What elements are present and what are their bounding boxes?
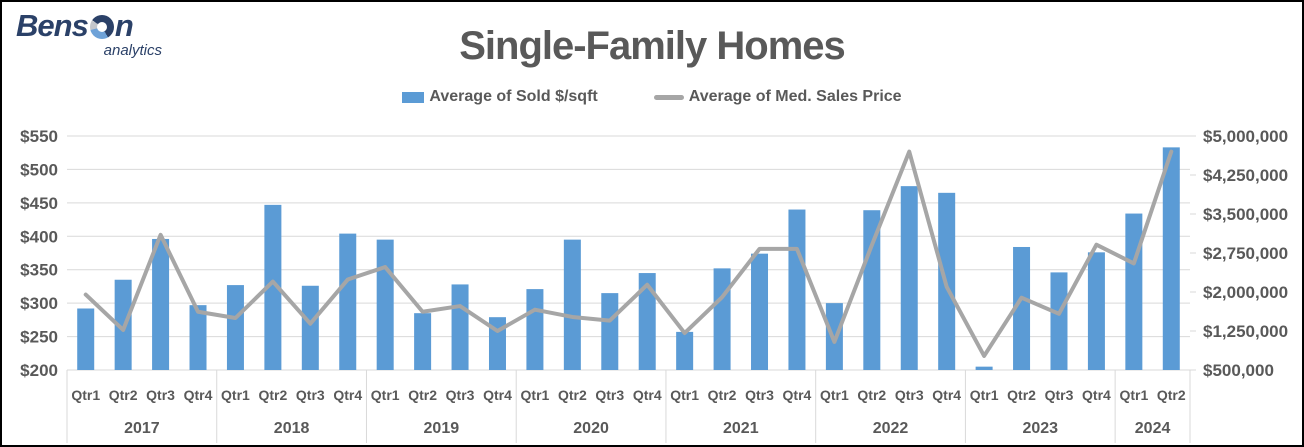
right-axis-tick: $4,250,000 <box>1203 166 1288 185</box>
quarter-label: Qtr4 <box>633 387 662 403</box>
quarter-label: Qtr4 <box>333 387 362 403</box>
legend-item-med-sales-price: Average of Med. Sales Price <box>653 88 902 106</box>
bar-2021-Qtr3 <box>751 253 769 370</box>
bar-2018-Qtr4 <box>339 233 357 370</box>
bar-2020-Qtr2 <box>563 239 581 370</box>
left-axis-tick: $550 <box>20 127 58 146</box>
bar-2020-Qtr1 <box>526 289 544 370</box>
right-axis-tick: $2,750,000 <box>1203 244 1288 263</box>
bar-2018-Qtr1 <box>226 285 244 370</box>
chart-legend: Average of Sold $/sqft Average of Med. S… <box>2 88 1302 106</box>
quarter-label: Qtr4 <box>783 387 812 403</box>
quarter-label: Qtr3 <box>446 387 475 403</box>
quarter-label: Qtr1 <box>970 387 999 403</box>
bar-series-swatch-icon <box>402 91 425 103</box>
year-label: 2017 <box>124 420 160 437</box>
right-axis-tick: $5,000,000 <box>1203 127 1288 146</box>
legend-label-sold-psf: Average of Sold $/sqft <box>429 88 598 105</box>
bar-2020-Qtr4 <box>638 273 656 370</box>
bar-2021-Qtr4 <box>788 209 806 370</box>
quarter-label: Qtr1 <box>221 387 250 403</box>
bar-2017-Qtr1 <box>77 308 95 370</box>
quarter-label: Qtr3 <box>296 387 325 403</box>
line-series-swatch-icon <box>653 94 684 100</box>
bar-2017-Qtr3 <box>152 238 170 370</box>
left-axis-tick: $300 <box>20 294 58 313</box>
quarter-label: Qtr2 <box>1157 387 1186 403</box>
bar-2019-Qtr3 <box>451 284 469 370</box>
left-axis-tick: $350 <box>20 261 58 280</box>
left-axis-tick: $400 <box>20 227 58 246</box>
bar-2021-Qtr2 <box>713 268 731 370</box>
quarter-label: Qtr1 <box>71 387 100 403</box>
quarter-label: Qtr4 <box>184 387 213 403</box>
benson-logo: Bens n analytics <box>16 10 166 59</box>
quarter-label: Qtr3 <box>745 387 774 403</box>
quarter-label: Qtr1 <box>820 387 849 403</box>
quarter-label: Qtr2 <box>708 387 737 403</box>
right-axis-tick: $3,500,000 <box>1203 205 1288 224</box>
bar-2023-Qtr3 <box>1050 272 1068 370</box>
year-label: 2023 <box>1022 420 1058 437</box>
year-label: 2024 <box>1135 420 1171 437</box>
right-axis-tick: $500,000 <box>1203 361 1274 380</box>
logo-tagline: analytics <box>103 42 162 59</box>
bar-2019-Qtr2 <box>414 313 432 370</box>
chart-title: Single-Family Homes <box>459 24 846 68</box>
bar-2020-Qtr3 <box>601 293 619 370</box>
left-axis-tick: $500 <box>20 160 58 179</box>
bar-2024-Qtr1 <box>1125 213 1143 370</box>
bar-2024-Qtr2 <box>1162 147 1180 370</box>
quarter-label: Qtr3 <box>1045 387 1074 403</box>
logo-text-suffix: n <box>114 8 134 43</box>
pie-chart-o-icon <box>89 14 114 39</box>
bar-2023-Qtr2 <box>1013 246 1031 370</box>
med-sales-price-line <box>83 149 1174 358</box>
bar-2021-Qtr1 <box>676 331 694 370</box>
quarter-label: Qtr3 <box>595 387 624 403</box>
quarter-label: Qtr1 <box>521 387 550 403</box>
year-label: 2020 <box>573 420 609 437</box>
quarter-label: Qtr1 <box>1119 387 1148 403</box>
bar-2022-Qtr3 <box>900 186 918 370</box>
bar-2017-Qtr4 <box>189 305 207 370</box>
logo-text-prefix: Bens <box>16 8 89 43</box>
quarter-label: Qtr4 <box>1082 387 1111 403</box>
left-axis-tick: $450 <box>20 194 58 213</box>
quarter-label: Qtr2 <box>258 387 287 403</box>
quarter-label: Qtr3 <box>895 387 924 403</box>
quarter-label: Qtr4 <box>483 387 512 403</box>
bar-2022-Qtr2 <box>863 210 881 370</box>
quarter-label: Qtr2 <box>1007 387 1036 403</box>
left-axis-tick: $200 <box>20 361 58 380</box>
quarter-label: Qtr4 <box>932 387 961 403</box>
quarter-label: Qtr1 <box>670 387 699 403</box>
bar-2018-Qtr2 <box>264 204 282 370</box>
quarter-label: Qtr1 <box>371 387 400 403</box>
left-axis-tick: $250 <box>20 328 58 347</box>
quarter-label: Qtr2 <box>857 387 886 403</box>
bar-2019-Qtr1 <box>376 239 394 370</box>
quarter-label: Qtr2 <box>408 387 437 403</box>
year-label: 2022 <box>873 420 909 437</box>
quarter-label: Qtr3 <box>146 387 175 403</box>
year-label: 2018 <box>274 420 310 437</box>
right-axis-tick: $1,250,000 <box>1203 322 1288 341</box>
right-axis-tick: $2,000,000 <box>1203 283 1288 302</box>
bar-2018-Qtr3 <box>301 285 319 370</box>
year-label: 2021 <box>723 420 759 437</box>
year-label: 2019 <box>424 420 460 437</box>
legend-item-sold-psf: Average of Sold $/sqft <box>402 88 598 106</box>
bar-2023-Qtr1 <box>975 366 993 370</box>
benson-logo-wordmark: Bens n <box>16 10 166 41</box>
quarter-label: Qtr2 <box>558 387 587 403</box>
bar-2023-Qtr4 <box>1087 252 1105 370</box>
quarter-label: Qtr2 <box>109 387 138 403</box>
legend-label-med-sales-price: Average of Med. Sales Price <box>688 88 902 105</box>
